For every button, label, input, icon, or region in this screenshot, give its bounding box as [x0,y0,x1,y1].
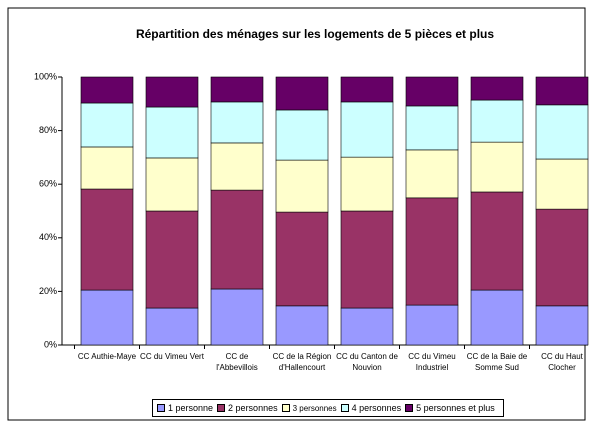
bar-segment [340,76,394,103]
bar-segment [80,146,134,190]
bar-segment [470,191,524,291]
y-tick-label: 80% [39,125,57,135]
bar-segment [405,105,459,151]
legend-label: 1 personne [168,403,214,413]
bar-segment [405,76,459,107]
x-tick-label: CC du Canton de Nouvion [336,352,398,372]
bar-segment [145,307,199,346]
bar-segment [340,101,394,158]
legend-swatch [217,404,226,412]
x-tick-label: CC du Vimeu Industriel [408,352,456,372]
bar-segment [535,104,589,160]
legend-item: 5 personnes et plus [405,403,495,413]
bar-segment [145,210,199,309]
legend-item: 3 personnes [281,403,337,413]
bar-segment [145,76,199,108]
chart-title: Répartition des ménages sur les logement… [136,27,494,41]
legend-swatch [157,404,165,412]
bar-segment [80,188,134,291]
bar-segment [275,211,329,307]
bar-segment [340,156,394,212]
legend-label: 2 personnes [228,403,278,413]
bar-segment [275,159,329,213]
legend-swatch [281,404,290,412]
bar-segment [275,109,329,161]
y-tick-label: 20% [39,286,57,296]
legend-item: 2 personnes [217,403,278,413]
y-tick-label: 0% [44,339,57,349]
bar-segment [470,76,524,101]
y-tick-label: 40% [39,232,57,242]
bar-segment [210,189,264,290]
bar-segment [145,157,199,212]
legend-item: 4 personnes [340,403,402,413]
x-tick-label: CC du Haut Clocher [541,352,583,372]
bar-segment [405,197,459,306]
legend-label: 3 personnes [292,403,337,413]
bar-segment [470,99,524,143]
bar-segment [275,305,329,346]
bar-segment [145,106,199,159]
y-tick-label: 60% [39,179,57,189]
legend-swatch [340,404,349,412]
y-tick-label: 100% [34,71,57,81]
bar-segment [405,149,459,199]
legend-swatch [405,404,414,412]
legend-label: 5 personnes et plus [416,403,495,413]
bar-segment [535,208,589,307]
bar-segment [340,307,394,346]
bar-segment [210,101,264,144]
x-tick-label: CC de la Baie de Somme Sud [466,352,528,372]
bar-segment [340,210,394,309]
bar-segment [470,141,524,193]
bar-segment [275,76,329,111]
bar-segment [405,304,459,346]
x-tick-label: CC de l'Abbevillois [216,352,258,372]
x-tick-label: CC Authie-Maye [77,352,137,361]
bar-segment [210,142,264,191]
bar-segment [80,102,134,148]
bar-segment [80,289,134,346]
bar-segment [470,289,524,346]
bar-segment [210,76,264,103]
legend: 1 personne 2 personnes 3 personnes 4 person… [152,399,504,417]
x-tick-label: CC de la Région d'Hallencourt [272,352,332,372]
legend-label: 4 personnes [351,403,402,413]
bar-segment [80,76,134,104]
bar-segment [535,158,589,210]
bar-segment [535,76,589,106]
bar-segment [210,288,264,346]
legend-item: 1 personne [157,403,213,413]
bar-segment [535,305,589,346]
x-tick-label: CC du Vimeu Vert [140,352,204,361]
